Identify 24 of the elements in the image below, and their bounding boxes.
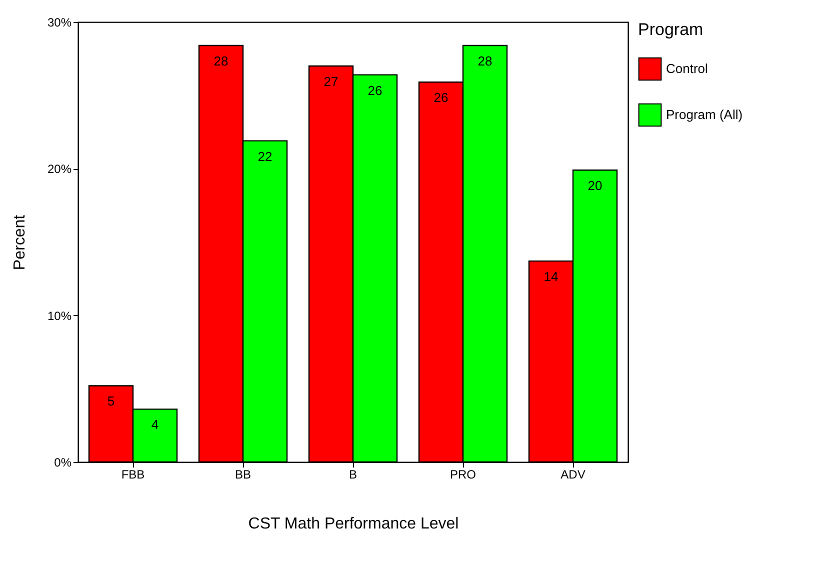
- data-label: 27: [324, 74, 338, 89]
- data-label: 14: [544, 269, 558, 284]
- y-tick-label: 30%: [47, 16, 72, 30]
- x-axis-title: CST Math Performance Level: [248, 516, 459, 532]
- legend-title: Program: [638, 20, 704, 39]
- y-tick-label: 10%: [47, 308, 72, 323]
- y-axis-title: Percent: [11, 214, 28, 270]
- data-label: 4: [151, 417, 159, 432]
- data-label: 28: [478, 53, 492, 68]
- x-tick-label: BB: [234, 468, 252, 482]
- data-label: 20: [588, 178, 602, 194]
- data-label: 5: [107, 394, 115, 409]
- data-label: 26: [368, 82, 382, 98]
- x-tick-label: ADV: [560, 468, 586, 482]
- data-label: 26: [434, 90, 448, 106]
- y-tick-label: 0%: [54, 456, 72, 470]
- x-tick-label: B: [348, 468, 358, 482]
- legend-label: Control: [666, 61, 708, 76]
- x-tick-label: FBB: [121, 468, 145, 482]
- data-label: 28: [214, 53, 228, 68]
- y-tick-label: 20%: [47, 162, 72, 176]
- x-tick-label: PRO: [450, 468, 476, 482]
- data-label: 22: [258, 148, 272, 164]
- legend-label: Program (All): [666, 107, 743, 122]
